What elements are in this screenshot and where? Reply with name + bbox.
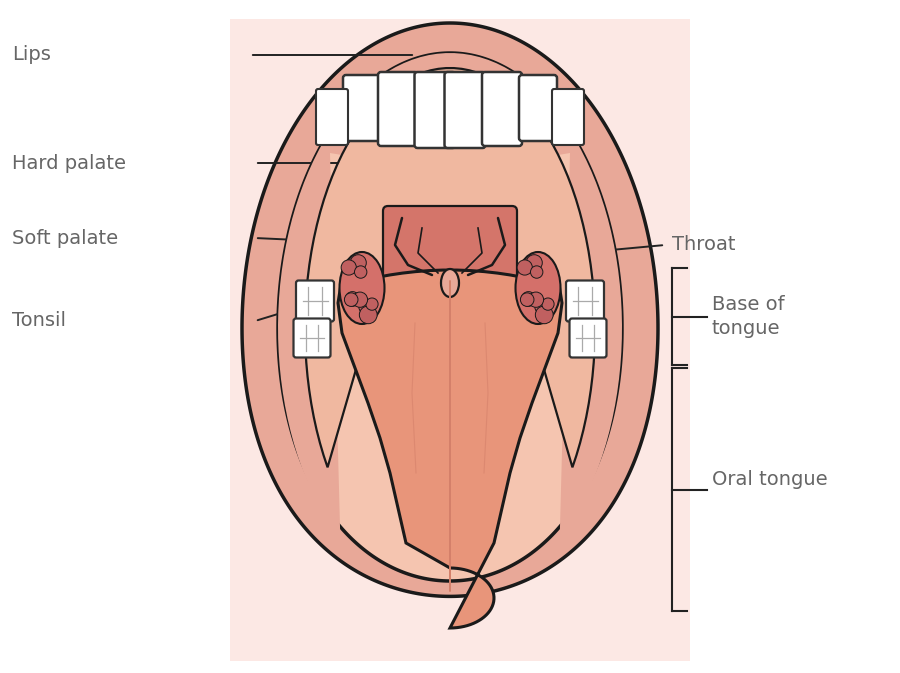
Text: Oral tongue: Oral tongue [712,470,828,489]
FancyBboxPatch shape [316,89,348,145]
Circle shape [352,292,367,308]
Ellipse shape [516,252,561,324]
Circle shape [536,306,554,324]
FancyBboxPatch shape [482,72,522,146]
Text: Throat: Throat [672,236,735,254]
FancyBboxPatch shape [296,281,334,322]
Text: Tonsil: Tonsil [12,312,66,330]
Text: Base of
tongue: Base of tongue [712,295,785,338]
Circle shape [346,291,360,306]
Circle shape [359,306,377,324]
Circle shape [542,298,554,310]
FancyBboxPatch shape [519,75,557,141]
Polygon shape [242,23,658,596]
Text: Soft palate: Soft palate [12,229,118,248]
Circle shape [518,260,532,275]
Circle shape [530,266,543,278]
Text: Hard palate: Hard palate [12,153,126,172]
Circle shape [365,298,378,310]
Circle shape [526,254,543,271]
Ellipse shape [339,252,384,324]
Circle shape [359,302,371,314]
Text: Lips: Lips [12,46,51,65]
Circle shape [528,292,544,308]
Circle shape [355,266,367,278]
Circle shape [520,293,534,306]
Circle shape [345,293,358,306]
FancyBboxPatch shape [230,19,690,661]
Polygon shape [338,270,562,628]
Ellipse shape [441,269,459,297]
FancyBboxPatch shape [343,75,381,141]
Polygon shape [278,53,622,581]
FancyBboxPatch shape [378,72,418,146]
FancyBboxPatch shape [415,72,455,148]
FancyBboxPatch shape [383,206,517,316]
Polygon shape [305,68,595,467]
FancyBboxPatch shape [566,281,604,322]
Polygon shape [278,53,622,540]
FancyBboxPatch shape [570,318,607,357]
Circle shape [341,260,356,275]
FancyBboxPatch shape [552,89,584,145]
FancyBboxPatch shape [445,72,485,148]
Circle shape [535,302,547,314]
Circle shape [350,254,366,271]
FancyBboxPatch shape [293,318,330,357]
Circle shape [521,291,535,306]
